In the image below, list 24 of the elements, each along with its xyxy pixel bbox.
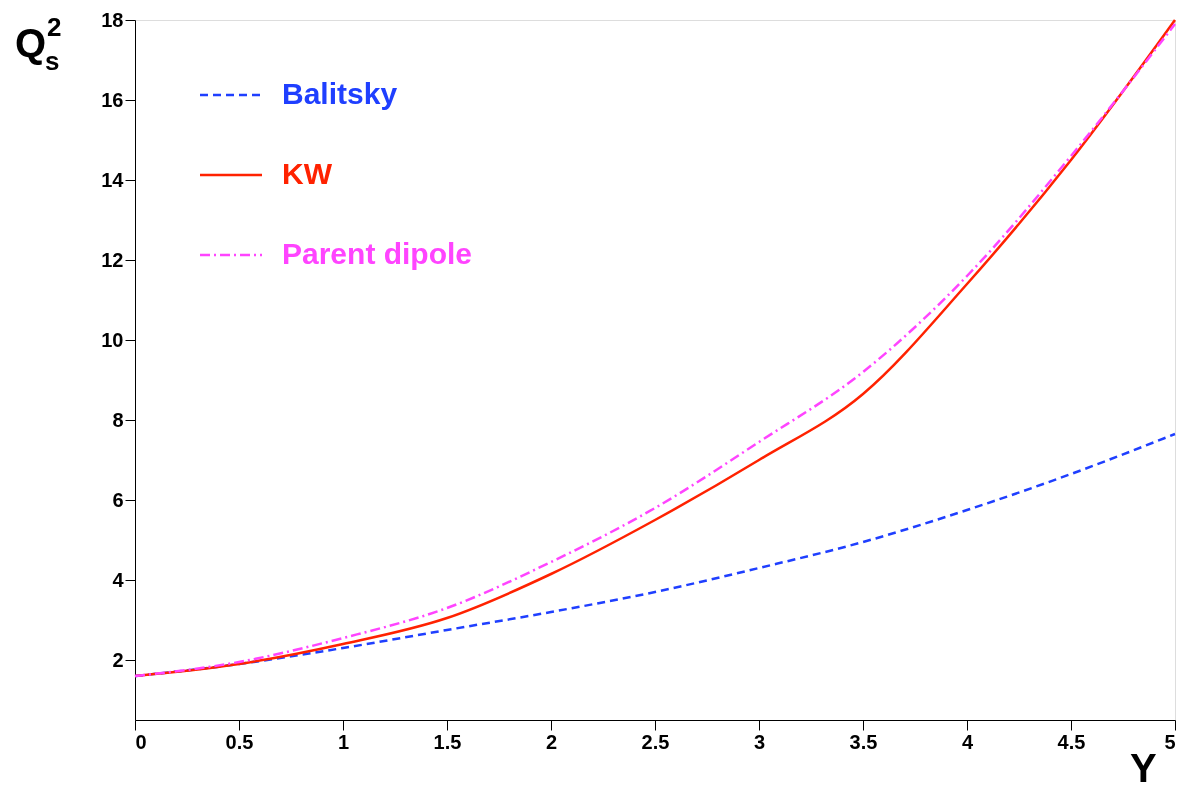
x-tick-label: 3: [753, 730, 766, 753]
x-tick-label: 0: [135, 730, 147, 753]
x-tick-label: 1.5: [433, 730, 462, 753]
legend-label: Balitsky: [282, 77, 398, 110]
x-tick-label: 2: [545, 730, 558, 753]
y-tick-label: 14: [101, 168, 125, 191]
legend-label: Parent dipole: [282, 237, 473, 270]
x-axis-title: Y: [1130, 746, 1157, 790]
y-tick-label: 4: [112, 568, 125, 591]
y-tick-label: 12: [101, 248, 124, 271]
x-tick-label: 1: [337, 730, 350, 753]
x-tick-label: 4.5: [1057, 730, 1086, 753]
y-tick-label: 2: [112, 648, 124, 671]
y-tick-label: 8: [112, 408, 124, 431]
x-tick-label: 0.5: [225, 730, 254, 753]
legend-label: KW: [282, 157, 333, 190]
x-tick-label: 5: [1164, 730, 1176, 753]
x-tick-label: 4: [961, 730, 974, 753]
y-tick-label: 18: [101, 8, 124, 31]
y-tick-label: 16: [101, 88, 124, 111]
y-tick-label: 6: [112, 488, 124, 511]
y-tick-label: 10: [101, 328, 124, 351]
x-tick-label: 3.5: [849, 730, 878, 753]
x-tick-label: 2.5: [641, 730, 670, 753]
